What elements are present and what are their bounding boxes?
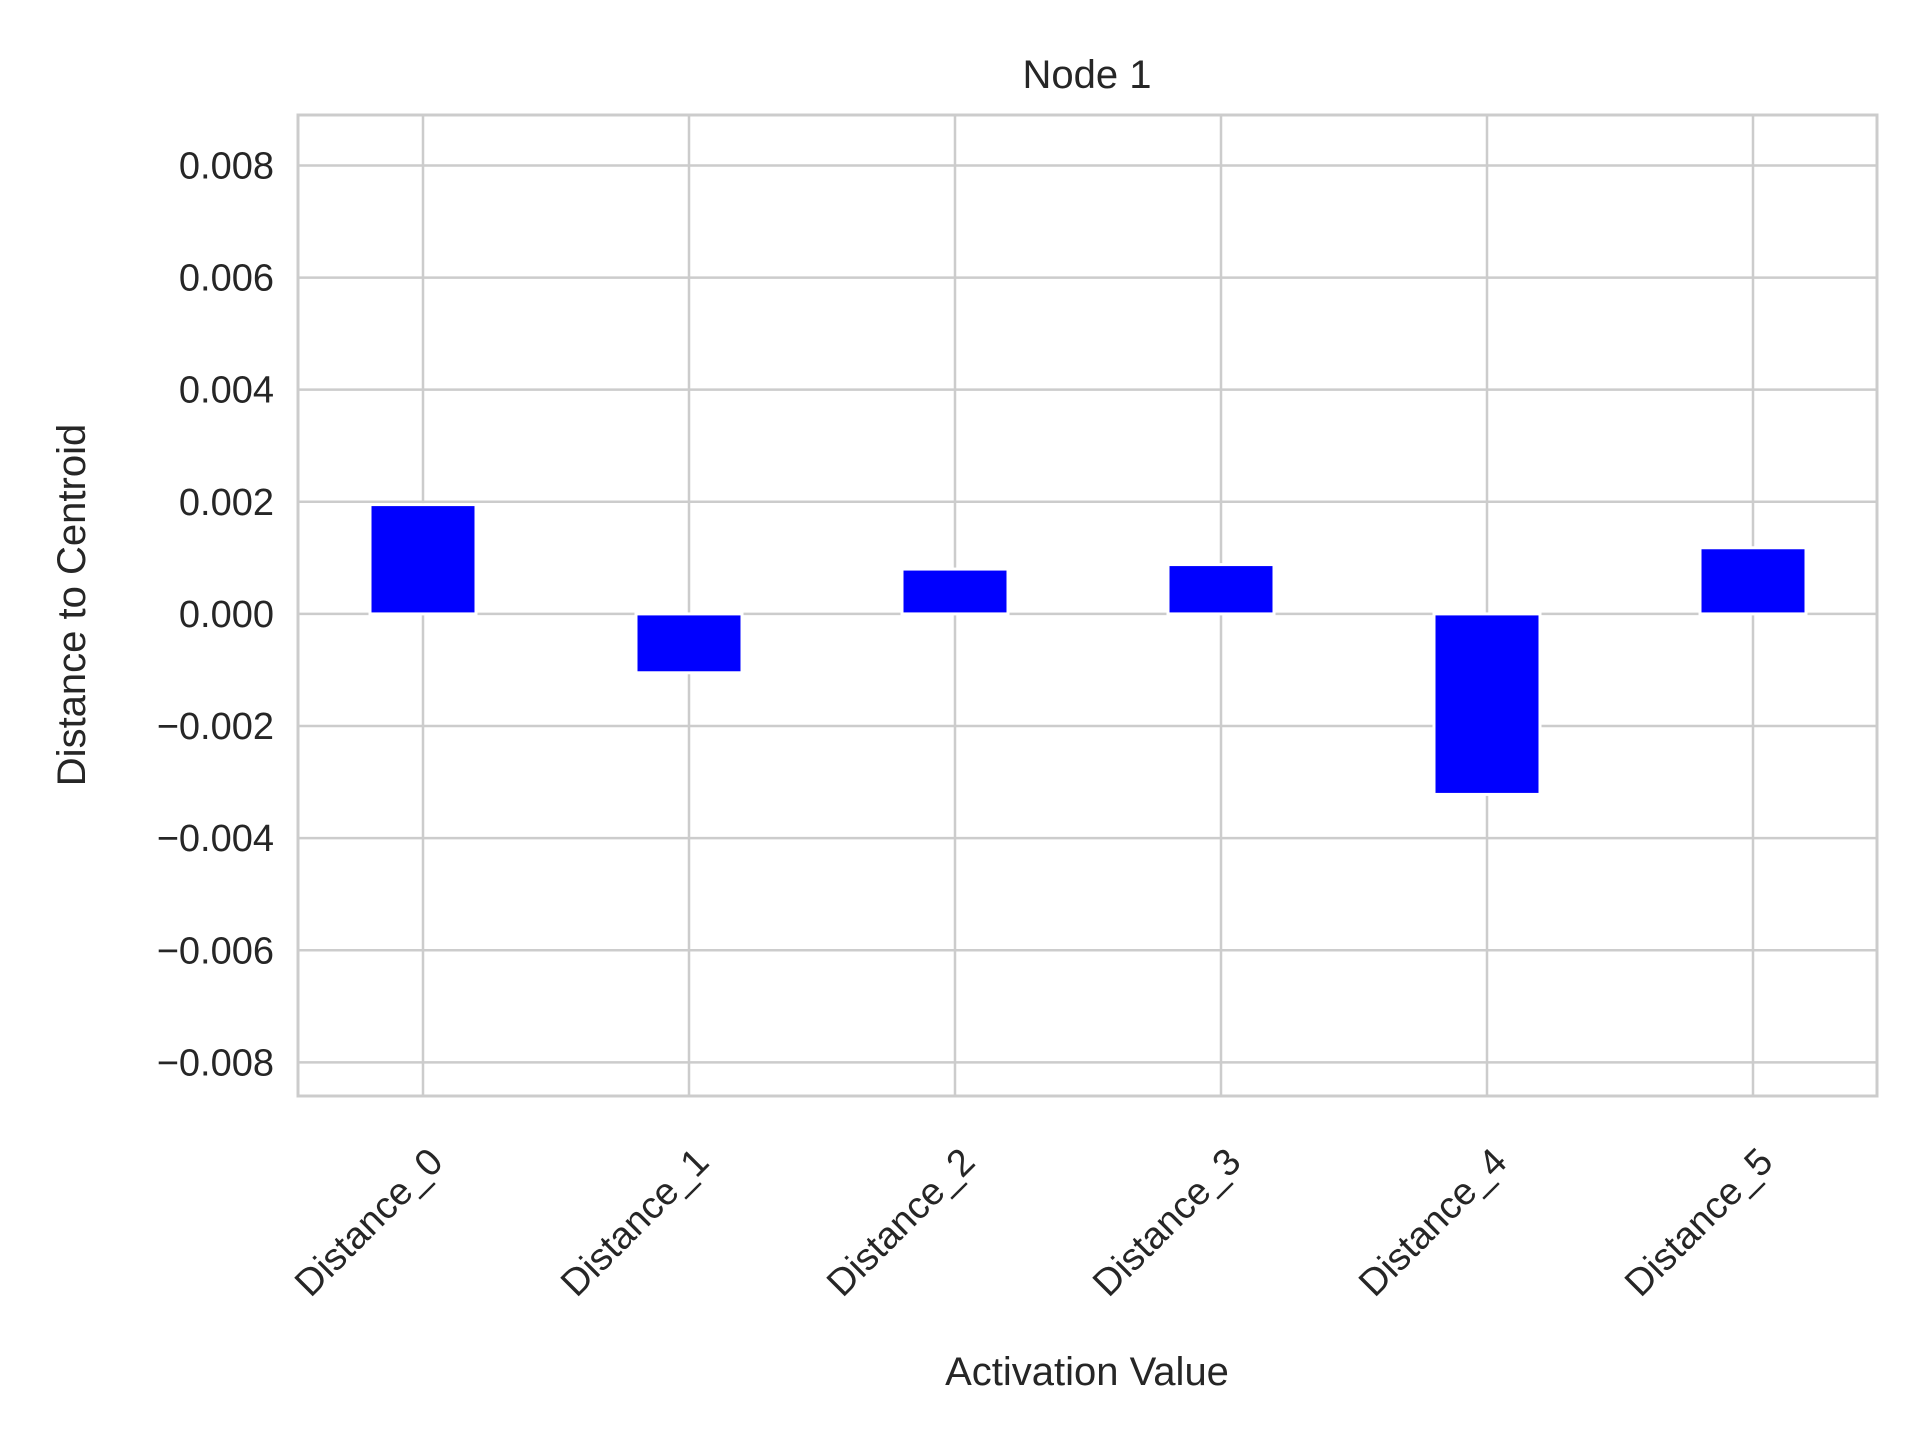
y-tick-labels: 0.008 0.006 0.004 0.002 0.000 −0.002 −0.004 −0.…: [157, 145, 274, 1084]
y-tick-label: −0.006: [157, 930, 274, 972]
y-axis-label: Distance to Centroid: [50, 424, 94, 786]
x-tick-label: Distance_1: [553, 1141, 717, 1305]
grid-layer: [298, 115, 1877, 1096]
x-tick-label: Distance_0: [287, 1141, 451, 1305]
y-tick-label: 0.006: [179, 258, 274, 300]
x-tick-label: Distance_3: [1085, 1141, 1249, 1305]
plot-frame: [296, 113, 1879, 1098]
x-tick-label: Distance_5: [1617, 1141, 1781, 1305]
y-tick-label: −0.008: [157, 1042, 274, 1084]
bar-distance-1: [634, 612, 744, 675]
y-tick-label: 0.004: [179, 370, 274, 412]
y-tick-label: 0.008: [179, 145, 274, 187]
bars-layer: [368, 503, 1808, 796]
y-tick-label: 0.002: [179, 482, 274, 524]
x-tick-label: Distance_2: [819, 1141, 983, 1305]
bar-distance-3: [1166, 563, 1276, 616]
chart-title: Node 1: [1023, 53, 1152, 97]
bar-distance-2: [900, 567, 1010, 616]
y-tick-label: −0.004: [157, 818, 274, 860]
bar-distance-4: [1432, 612, 1542, 796]
y-tick-label: −0.002: [157, 706, 274, 748]
x-tick-labels: Distance_0 Distance_1 Distance_2 Distance_3…: [287, 1141, 1781, 1305]
x-tick-label: Distance_4: [1351, 1141, 1515, 1305]
y-tick-label: 0.000: [179, 594, 274, 636]
bar-distance-5: [1698, 546, 1808, 616]
bar-distance-0: [368, 503, 478, 616]
x-axis-label: Activation Value: [945, 1350, 1229, 1394]
